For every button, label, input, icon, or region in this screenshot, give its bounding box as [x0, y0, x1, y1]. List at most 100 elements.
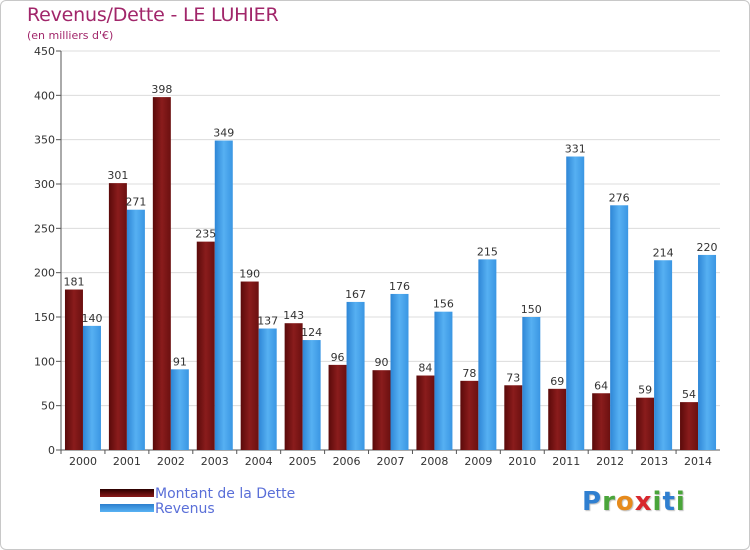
data-label-revenus: 91	[173, 355, 187, 368]
bar-revenus	[126, 209, 145, 450]
legend-label-revenus: Revenus	[155, 501, 215, 517]
data-label-dette: 64	[594, 379, 608, 392]
x-tick-label: 2001	[113, 455, 141, 468]
bar-revenus	[302, 340, 321, 450]
y-tick-label: 300	[34, 178, 55, 191]
x-tick-label: 2013	[640, 455, 668, 468]
bar-revenus	[522, 317, 541, 450]
y-tick-label: 150	[34, 311, 55, 324]
bar-revenus	[214, 140, 233, 450]
logo-letter: r	[602, 487, 616, 517]
bar-dette	[64, 289, 83, 450]
data-label-dette: 59	[638, 384, 652, 397]
bar-dette	[680, 402, 699, 450]
bar-dette	[240, 281, 259, 450]
data-label-dette: 84	[418, 362, 432, 375]
data-label-revenus: 156	[433, 298, 454, 311]
data-label-dette: 235	[195, 228, 216, 241]
x-tick-label: 2010	[508, 455, 536, 468]
data-label-dette: 398	[151, 83, 172, 96]
data-label-revenus: 150	[521, 303, 542, 316]
x-tick-label: 2006	[333, 455, 361, 468]
data-label-revenus: 137	[257, 315, 278, 328]
y-tick-label: 350	[34, 134, 55, 147]
bar-revenus	[258, 328, 277, 450]
x-tick-label: 2002	[157, 455, 185, 468]
bar-revenus	[170, 369, 189, 450]
bar-revenus	[478, 259, 497, 450]
data-label-revenus: 124	[301, 326, 322, 339]
data-label-revenus: 349	[213, 127, 234, 140]
y-tick-label: 50	[41, 400, 55, 413]
logo-letter: t	[662, 487, 676, 517]
proxiti-logo: Proxiti	[582, 487, 686, 517]
data-label-revenus: 220	[697, 241, 718, 254]
x-tick-label: 2008	[420, 455, 448, 468]
bar-dette	[592, 393, 611, 450]
data-label-dette: 143	[283, 309, 304, 322]
data-label-dette: 54	[682, 388, 696, 401]
x-tick-label: 2012	[596, 455, 624, 468]
bar-revenus	[82, 325, 101, 450]
bar-dette	[284, 323, 303, 450]
bar-revenus	[434, 311, 453, 450]
bar-dette	[504, 385, 523, 450]
data-label-revenus: 276	[609, 191, 630, 204]
bar-dette	[636, 397, 655, 450]
data-label-revenus: 167	[345, 288, 366, 301]
y-tick-label: 250	[34, 222, 55, 235]
bar-revenus	[698, 254, 717, 450]
y-tick-label: 200	[34, 267, 55, 280]
bar-revenus	[346, 301, 365, 450]
logo-letter: i	[652, 487, 663, 517]
bar-dette	[372, 370, 391, 450]
x-tick-label: 2011	[552, 455, 580, 468]
legend-swatch-dette	[100, 489, 154, 497]
data-label-dette: 181	[63, 276, 84, 289]
x-tick-label: 2003	[201, 455, 229, 468]
bar-revenus	[566, 156, 585, 450]
logo-letter: i	[675, 487, 686, 517]
data-label-revenus: 214	[653, 246, 674, 259]
bar-dette	[152, 97, 171, 451]
data-label-dette: 301	[107, 169, 128, 182]
data-label-dette: 96	[331, 351, 345, 364]
logo-letter: o	[615, 487, 635, 517]
bar-revenus	[610, 205, 629, 450]
data-label-revenus: 215	[477, 245, 498, 258]
data-label-dette: 90	[375, 356, 389, 369]
bar-dette	[416, 375, 435, 450]
data-label-dette: 73	[506, 371, 520, 384]
data-label-dette: 78	[462, 367, 476, 380]
bar-dette	[548, 388, 567, 450]
x-tick-label: 2009	[464, 455, 492, 468]
bar-dette	[196, 241, 215, 450]
logo-letter: P	[582, 487, 603, 517]
chart-subtitle: (en milliers d'€)	[27, 29, 114, 42]
y-tick-label: 400	[34, 89, 55, 102]
x-tick-label: 2004	[245, 455, 273, 468]
logo-letter: x	[634, 487, 653, 517]
bar-dette	[108, 183, 127, 450]
legend-label-dette: Montant de la Dette	[155, 486, 296, 502]
bar-revenus	[654, 260, 673, 450]
y-tick-label: 0	[48, 444, 55, 457]
data-label-revenus: 176	[389, 280, 410, 293]
data-label-revenus: 271	[125, 196, 146, 209]
chart-title: Revenus/Dette - LE LUHIER	[27, 4, 279, 26]
bar-dette	[328, 364, 347, 450]
data-label-dette: 69	[550, 375, 564, 388]
bar-revenus	[390, 293, 409, 450]
x-tick-label: 2007	[377, 455, 405, 468]
bar-dette	[460, 380, 479, 450]
x-tick-label: 2014	[684, 455, 712, 468]
x-tick-label: 2000	[69, 455, 97, 468]
x-tick-label: 2005	[289, 455, 317, 468]
y-tick-label: 100	[34, 355, 55, 368]
y-tick-label: 450	[34, 45, 55, 58]
legend-swatch-revenus	[100, 504, 154, 512]
data-label-revenus: 140	[81, 312, 102, 325]
data-label-revenus: 331	[565, 143, 586, 156]
data-label-dette: 190	[239, 268, 260, 281]
